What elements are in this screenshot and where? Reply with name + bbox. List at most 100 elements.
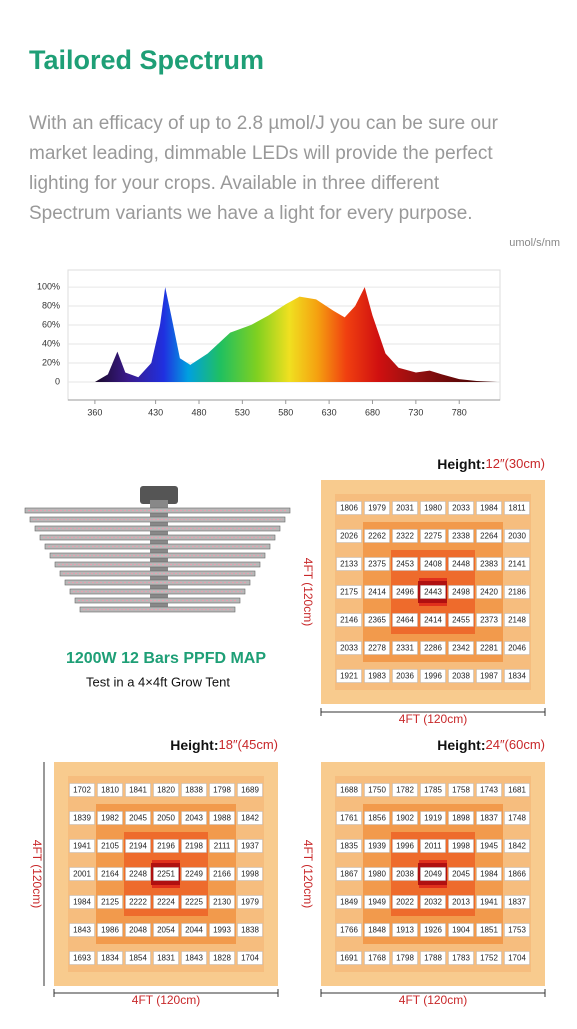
value-box [153, 951, 179, 965]
ppfd-value: 1748 [508, 814, 526, 823]
value-box [237, 783, 263, 797]
value-box [97, 811, 123, 825]
ppfd-value: 1856 [368, 814, 386, 823]
ppfd-value: 1941 [73, 842, 91, 851]
value-box [420, 557, 446, 571]
value-box [153, 895, 179, 909]
ppfd-value: 1750 [368, 786, 386, 795]
value-box [336, 669, 362, 683]
ppfd-value: 1835 [340, 842, 358, 851]
value-box [448, 839, 474, 853]
ppfd-value: 1980 [424, 504, 442, 513]
ppfd-value: 2262 [368, 532, 386, 541]
paragraph-line: lighting for your crops. Available in th… [29, 173, 440, 194]
x-tick-label: 480 [191, 407, 206, 417]
value-box [476, 839, 502, 853]
ppfd-value: 2111 [214, 842, 231, 851]
value-box [504, 867, 530, 881]
ppfd-value: 1982 [101, 814, 119, 823]
value-box [181, 951, 207, 965]
value-box [336, 501, 362, 515]
ppfd-value: 1854 [129, 954, 147, 963]
value-box [125, 811, 151, 825]
value-box [476, 585, 502, 599]
unit-label: umol/s/nm [509, 237, 560, 249]
height-caption: Height: [437, 737, 485, 753]
ppfd-value: 1798 [213, 786, 231, 795]
value-box [448, 585, 474, 599]
ppfd-value: 1843 [73, 926, 91, 935]
value-box [420, 923, 446, 937]
ppfd-value: 2186 [508, 588, 526, 597]
x-tick-label: 530 [235, 407, 250, 417]
ppfd-value: 2281 [480, 644, 498, 653]
title: Tailored Spectrum [29, 45, 264, 75]
ppfd-value: 1681 [508, 786, 526, 795]
ppfd-value: 1752 [480, 954, 498, 963]
value-box [364, 811, 390, 825]
ppfd-value: 1837 [508, 898, 526, 907]
ppfd-value: 2032 [424, 898, 442, 907]
ppfd-value: 2038 [452, 672, 470, 681]
value-box [504, 895, 530, 909]
ppfd-value: 1842 [508, 842, 526, 851]
ppfd-value: 1998 [452, 842, 470, 851]
side-dimension: 4FT (120cm) [301, 558, 315, 626]
value-box [153, 783, 179, 797]
value-box [237, 895, 263, 909]
ppfd-value: 1761 [340, 814, 358, 823]
ppfd-value: 2414 [424, 616, 442, 625]
value-box [181, 923, 207, 937]
value-box [336, 585, 362, 599]
value-box [153, 839, 179, 853]
ppfd-value: 1849 [340, 898, 358, 907]
value-box [336, 839, 362, 853]
value-box [237, 811, 263, 825]
ppfd-value: 2222 [129, 898, 147, 907]
value-box [336, 923, 362, 937]
value-box [181, 839, 207, 853]
value-box [237, 923, 263, 937]
x-tick-label: 630 [322, 407, 337, 417]
value-box [364, 641, 390, 655]
ppfd-value: 2030 [508, 532, 526, 541]
ppfd-value: 2264 [480, 532, 498, 541]
ppfd-value: 2054 [157, 926, 175, 935]
value-box [364, 501, 390, 515]
value-box [392, 529, 418, 543]
value-box [153, 923, 179, 937]
ppfd-value: 2044 [185, 926, 203, 935]
x-tick-label: 360 [87, 407, 102, 417]
ppfd-value: 2443 [424, 588, 442, 597]
ppfd-value: 1921 [340, 672, 358, 681]
value-box [69, 923, 95, 937]
ppfd-value: 1753 [508, 926, 526, 935]
height-value: 12″(30cm) [485, 456, 545, 471]
ppfd-value: 1702 [73, 786, 91, 795]
value-box [476, 895, 502, 909]
value-box [181, 867, 207, 881]
value-box [448, 895, 474, 909]
y-tick-label: 40% [42, 338, 60, 348]
value-box [364, 923, 390, 937]
value-box [476, 783, 502, 797]
height-value: 24″(60cm) [485, 737, 545, 752]
ppfd-value: 2031 [396, 504, 414, 513]
ppfd-value: 1743 [480, 786, 498, 795]
ppfd-value: 1939 [368, 842, 386, 851]
value-box [336, 895, 362, 909]
ppfd-value: 2046 [508, 644, 526, 653]
value-box [504, 529, 530, 543]
ppfd-value: 1704 [241, 954, 259, 963]
ppfd-value: 1984 [480, 870, 498, 879]
value-box [209, 923, 235, 937]
ppfd-value: 1831 [157, 954, 175, 963]
value-box [336, 613, 362, 627]
ppfd-value: 1806 [340, 504, 358, 513]
value-box [476, 613, 502, 627]
y-tick-label: 100% [37, 281, 60, 291]
value-box [448, 923, 474, 937]
light-bar [59, 570, 256, 577]
ppfd-value: 2342 [452, 644, 470, 653]
ppfd-value: 2045 [452, 870, 470, 879]
